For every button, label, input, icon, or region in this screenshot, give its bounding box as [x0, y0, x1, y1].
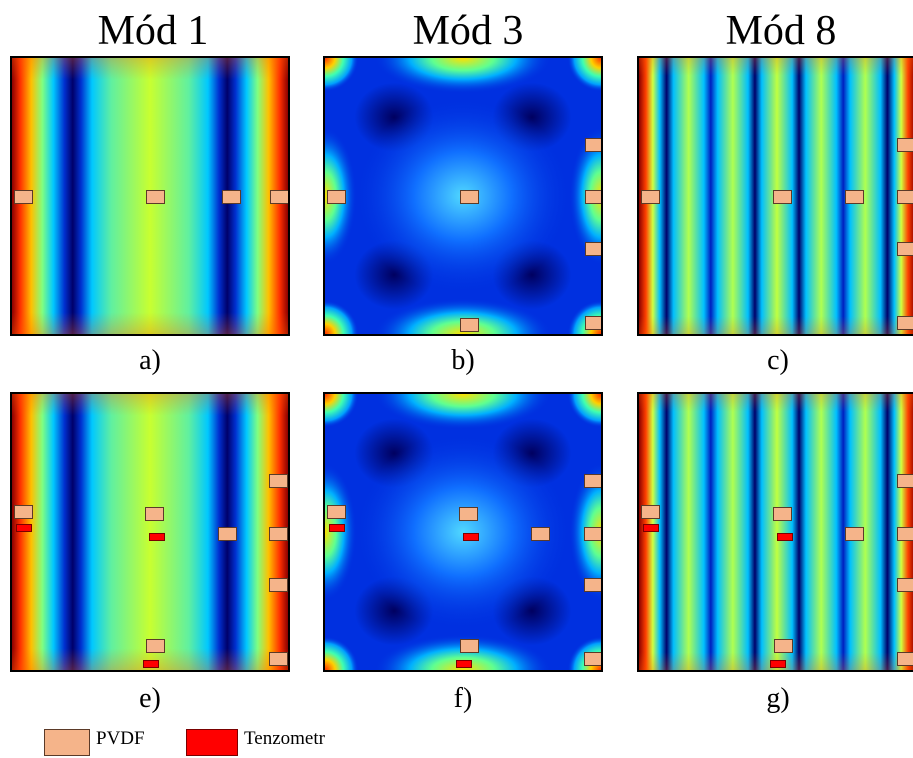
- strain-gauge: [143, 660, 159, 668]
- pvdf-sensor: [460, 639, 479, 653]
- mode-3-field: [325, 394, 601, 670]
- pvdf-sensor: [269, 652, 288, 666]
- pvdf-sensor: [584, 527, 601, 541]
- pvdf-sensor: [585, 138, 601, 152]
- pvdf-sensor: [460, 318, 479, 332]
- legend-pvdf-swatch: [44, 729, 90, 756]
- caption-f: f): [453, 683, 473, 714]
- pvdf-sensor: [270, 190, 288, 204]
- title-mode-1: Mód 1: [97, 8, 209, 54]
- strain-gauge: [329, 524, 345, 532]
- pvdf-sensor: [218, 527, 237, 541]
- pvdf-sensor: [641, 190, 660, 204]
- plot-mode-8-pvdf-strain: [637, 392, 913, 672]
- legend-strain-gauge-label: Tenzometr: [244, 728, 325, 749]
- pvdf-sensor: [327, 505, 346, 519]
- plot-mode-8-pvdf: [637, 56, 913, 336]
- strain-gauge: [149, 533, 165, 541]
- strain-gauge: [643, 524, 659, 532]
- pvdf-sensor: [585, 316, 601, 330]
- pvdf-sensor: [641, 505, 660, 519]
- pvdf-sensor: [459, 507, 478, 521]
- pvdf-sensor: [897, 578, 913, 592]
- plot-mode-1-pvdf: [10, 56, 290, 336]
- strain-gauge: [16, 524, 32, 532]
- strain-gauge: [456, 660, 472, 668]
- pvdf-sensor: [897, 474, 913, 488]
- pvdf-sensor: [14, 505, 33, 519]
- pvdf-sensor: [897, 316, 913, 330]
- pvdf-sensor: [584, 474, 601, 488]
- pvdf-sensor: [845, 190, 864, 204]
- pvdf-sensor: [269, 474, 288, 488]
- pvdf-sensor: [897, 242, 913, 256]
- strain-gauge: [463, 533, 479, 541]
- pvdf-sensor: [222, 190, 241, 204]
- legend-strain-gauge-swatch: [186, 729, 238, 756]
- pvdf-sensor: [584, 578, 601, 592]
- plot-mode-3-pvdf-strain: [323, 392, 603, 672]
- pvdf-sensor: [460, 190, 479, 204]
- pvdf-sensor: [14, 190, 33, 204]
- mode-8-field: [639, 394, 913, 670]
- mode-1-field: [12, 58, 288, 334]
- pvdf-sensor: [897, 138, 913, 152]
- pvdf-sensor: [269, 527, 288, 541]
- pvdf-sensor: [773, 507, 792, 521]
- pvdf-sensor: [897, 652, 913, 666]
- pvdf-sensor: [585, 242, 601, 256]
- title-mode-8: Mód 8: [725, 8, 837, 54]
- pvdf-sensor: [773, 190, 792, 204]
- plot-mode-1-pvdf-strain: [10, 392, 290, 672]
- pvdf-sensor: [897, 190, 913, 204]
- pvdf-sensor: [145, 507, 164, 521]
- caption-b: b): [451, 345, 475, 376]
- pvdf-sensor: [327, 190, 346, 204]
- caption-e: e): [139, 683, 161, 714]
- caption-c: c): [767, 345, 789, 376]
- plot-mode-3-pvdf: [323, 56, 603, 336]
- caption-g: g): [766, 683, 790, 714]
- strain-gauge: [770, 660, 786, 668]
- title-mode-3: Mód 3: [412, 8, 524, 54]
- pvdf-sensor: [774, 639, 793, 653]
- pvdf-sensor: [531, 527, 550, 541]
- legend-pvdf-label: PVDF: [96, 728, 145, 749]
- pvdf-sensor: [585, 190, 601, 204]
- mode-1-field: [12, 394, 288, 670]
- pvdf-sensor: [146, 190, 165, 204]
- pvdf-sensor: [269, 578, 288, 592]
- caption-a: a): [139, 345, 161, 376]
- pvdf-sensor: [584, 652, 601, 666]
- pvdf-sensor: [845, 527, 864, 541]
- pvdf-sensor: [146, 639, 165, 653]
- strain-gauge: [777, 533, 793, 541]
- pvdf-sensor: [897, 527, 913, 541]
